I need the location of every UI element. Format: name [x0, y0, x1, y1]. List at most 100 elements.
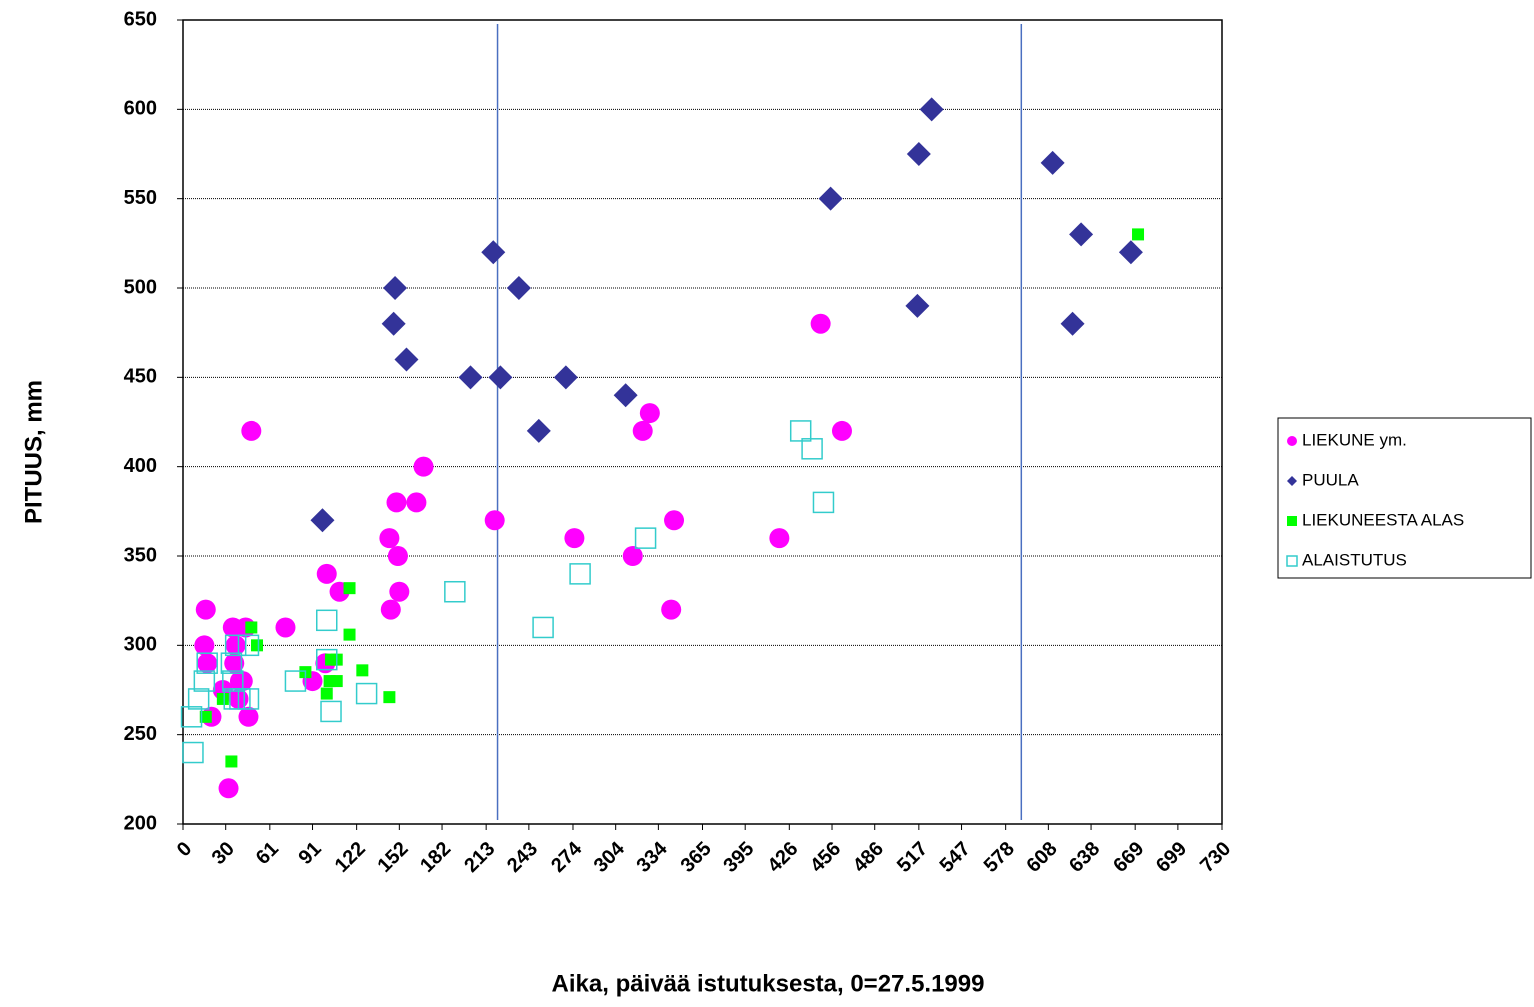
- point: [330, 675, 343, 688]
- point: [812, 491, 835, 514]
- point: [389, 581, 410, 602]
- x-tick-label: 274: [547, 837, 587, 877]
- point: [343, 582, 356, 595]
- x-tick-label: 456: [806, 838, 845, 877]
- plot-frame: [182, 19, 1223, 825]
- point: [639, 403, 660, 424]
- point: [481, 240, 506, 265]
- point: [224, 653, 245, 674]
- legend-label: LIEKUNE ym.: [1302, 430, 1407, 449]
- point: [801, 438, 823, 460]
- point: [634, 527, 657, 549]
- legend-label: PUULA: [1302, 470, 1359, 489]
- y-tick-label: 650: [124, 8, 157, 30]
- point: [225, 755, 238, 768]
- point: [488, 365, 513, 390]
- x-tick-label: 152: [373, 838, 412, 877]
- y-tick-label: 250: [124, 723, 157, 745]
- x-tick-label: 122: [331, 838, 370, 877]
- point: [238, 706, 259, 727]
- x-tick-label: 486: [849, 838, 888, 877]
- point: [484, 510, 505, 531]
- point: [406, 492, 427, 513]
- point: [661, 599, 682, 620]
- point: [320, 700, 342, 723]
- point: [316, 563, 337, 584]
- x-tick-label: 243: [503, 838, 542, 877]
- point: [195, 599, 216, 620]
- point: [241, 420, 262, 441]
- point: [664, 510, 685, 531]
- point: [245, 621, 258, 634]
- y-tick-label: 450: [124, 366, 157, 388]
- point: [197, 653, 218, 674]
- x-axis-title: Aika, päivää istutuksesta, 0=27.5.1999: [552, 970, 985, 997]
- x-tick-label: 30: [208, 838, 239, 869]
- x-tick-label: 61: [252, 838, 283, 869]
- point: [222, 670, 244, 692]
- point: [905, 293, 930, 318]
- point: [831, 420, 852, 441]
- point: [251, 639, 264, 652]
- point: [316, 648, 338, 671]
- x-tick-label: 730: [1196, 838, 1235, 877]
- point: [506, 276, 531, 300]
- point: [906, 142, 931, 166]
- point: [789, 420, 812, 442]
- y-axis-title: PITUUS, mm: [20, 380, 47, 524]
- point: [387, 546, 408, 566]
- legend-label: ALAISTUTUS: [1302, 550, 1407, 569]
- point: [381, 311, 406, 336]
- point: [356, 664, 369, 677]
- point: [355, 682, 378, 705]
- x-tick-label: 608: [1022, 838, 1061, 877]
- point: [632, 420, 653, 441]
- point: [818, 186, 843, 211]
- x-tick-label: 578: [980, 838, 1019, 877]
- point: [237, 688, 260, 710]
- point: [413, 456, 434, 477]
- point: [187, 688, 210, 710]
- x-tick-label: 669: [1109, 838, 1148, 877]
- point: [275, 617, 296, 638]
- y-tick-label: 400: [124, 455, 157, 477]
- x-tick-label: 426: [763, 838, 802, 877]
- y-tick-label: 600: [124, 98, 157, 120]
- point: [1118, 240, 1143, 265]
- point: [444, 580, 466, 603]
- point: [532, 616, 554, 639]
- x-tick-label: 213: [460, 838, 499, 877]
- point: [216, 692, 229, 705]
- point: [180, 706, 203, 728]
- point: [919, 97, 944, 122]
- point: [218, 778, 239, 799]
- point: [194, 635, 215, 656]
- x-tick-label: 182: [416, 838, 455, 877]
- y-tick-label: 500: [124, 276, 157, 298]
- x-tick-label: 517: [893, 838, 932, 877]
- point: [379, 528, 400, 549]
- point: [343, 628, 356, 641]
- x-tick-label: 547: [936, 838, 975, 877]
- x-tick-label: 334: [632, 837, 672, 877]
- point: [1040, 150, 1065, 175]
- point: [1132, 228, 1145, 241]
- point: [316, 609, 338, 632]
- y-tick-label: 350: [124, 544, 157, 566]
- point: [1069, 222, 1094, 247]
- point: [383, 691, 396, 704]
- point: [458, 365, 483, 390]
- point: [320, 687, 333, 700]
- legend-marker: [1287, 436, 1297, 446]
- point: [569, 563, 591, 585]
- point: [526, 418, 551, 443]
- point: [284, 670, 307, 692]
- point: [383, 276, 408, 300]
- legend-marker: [1287, 476, 1297, 486]
- point: [224, 634, 247, 657]
- point: [196, 652, 218, 674]
- x-tick-label: 91: [294, 838, 325, 869]
- legend-marker: [1286, 555, 1298, 567]
- point: [225, 635, 246, 656]
- point: [1060, 311, 1085, 336]
